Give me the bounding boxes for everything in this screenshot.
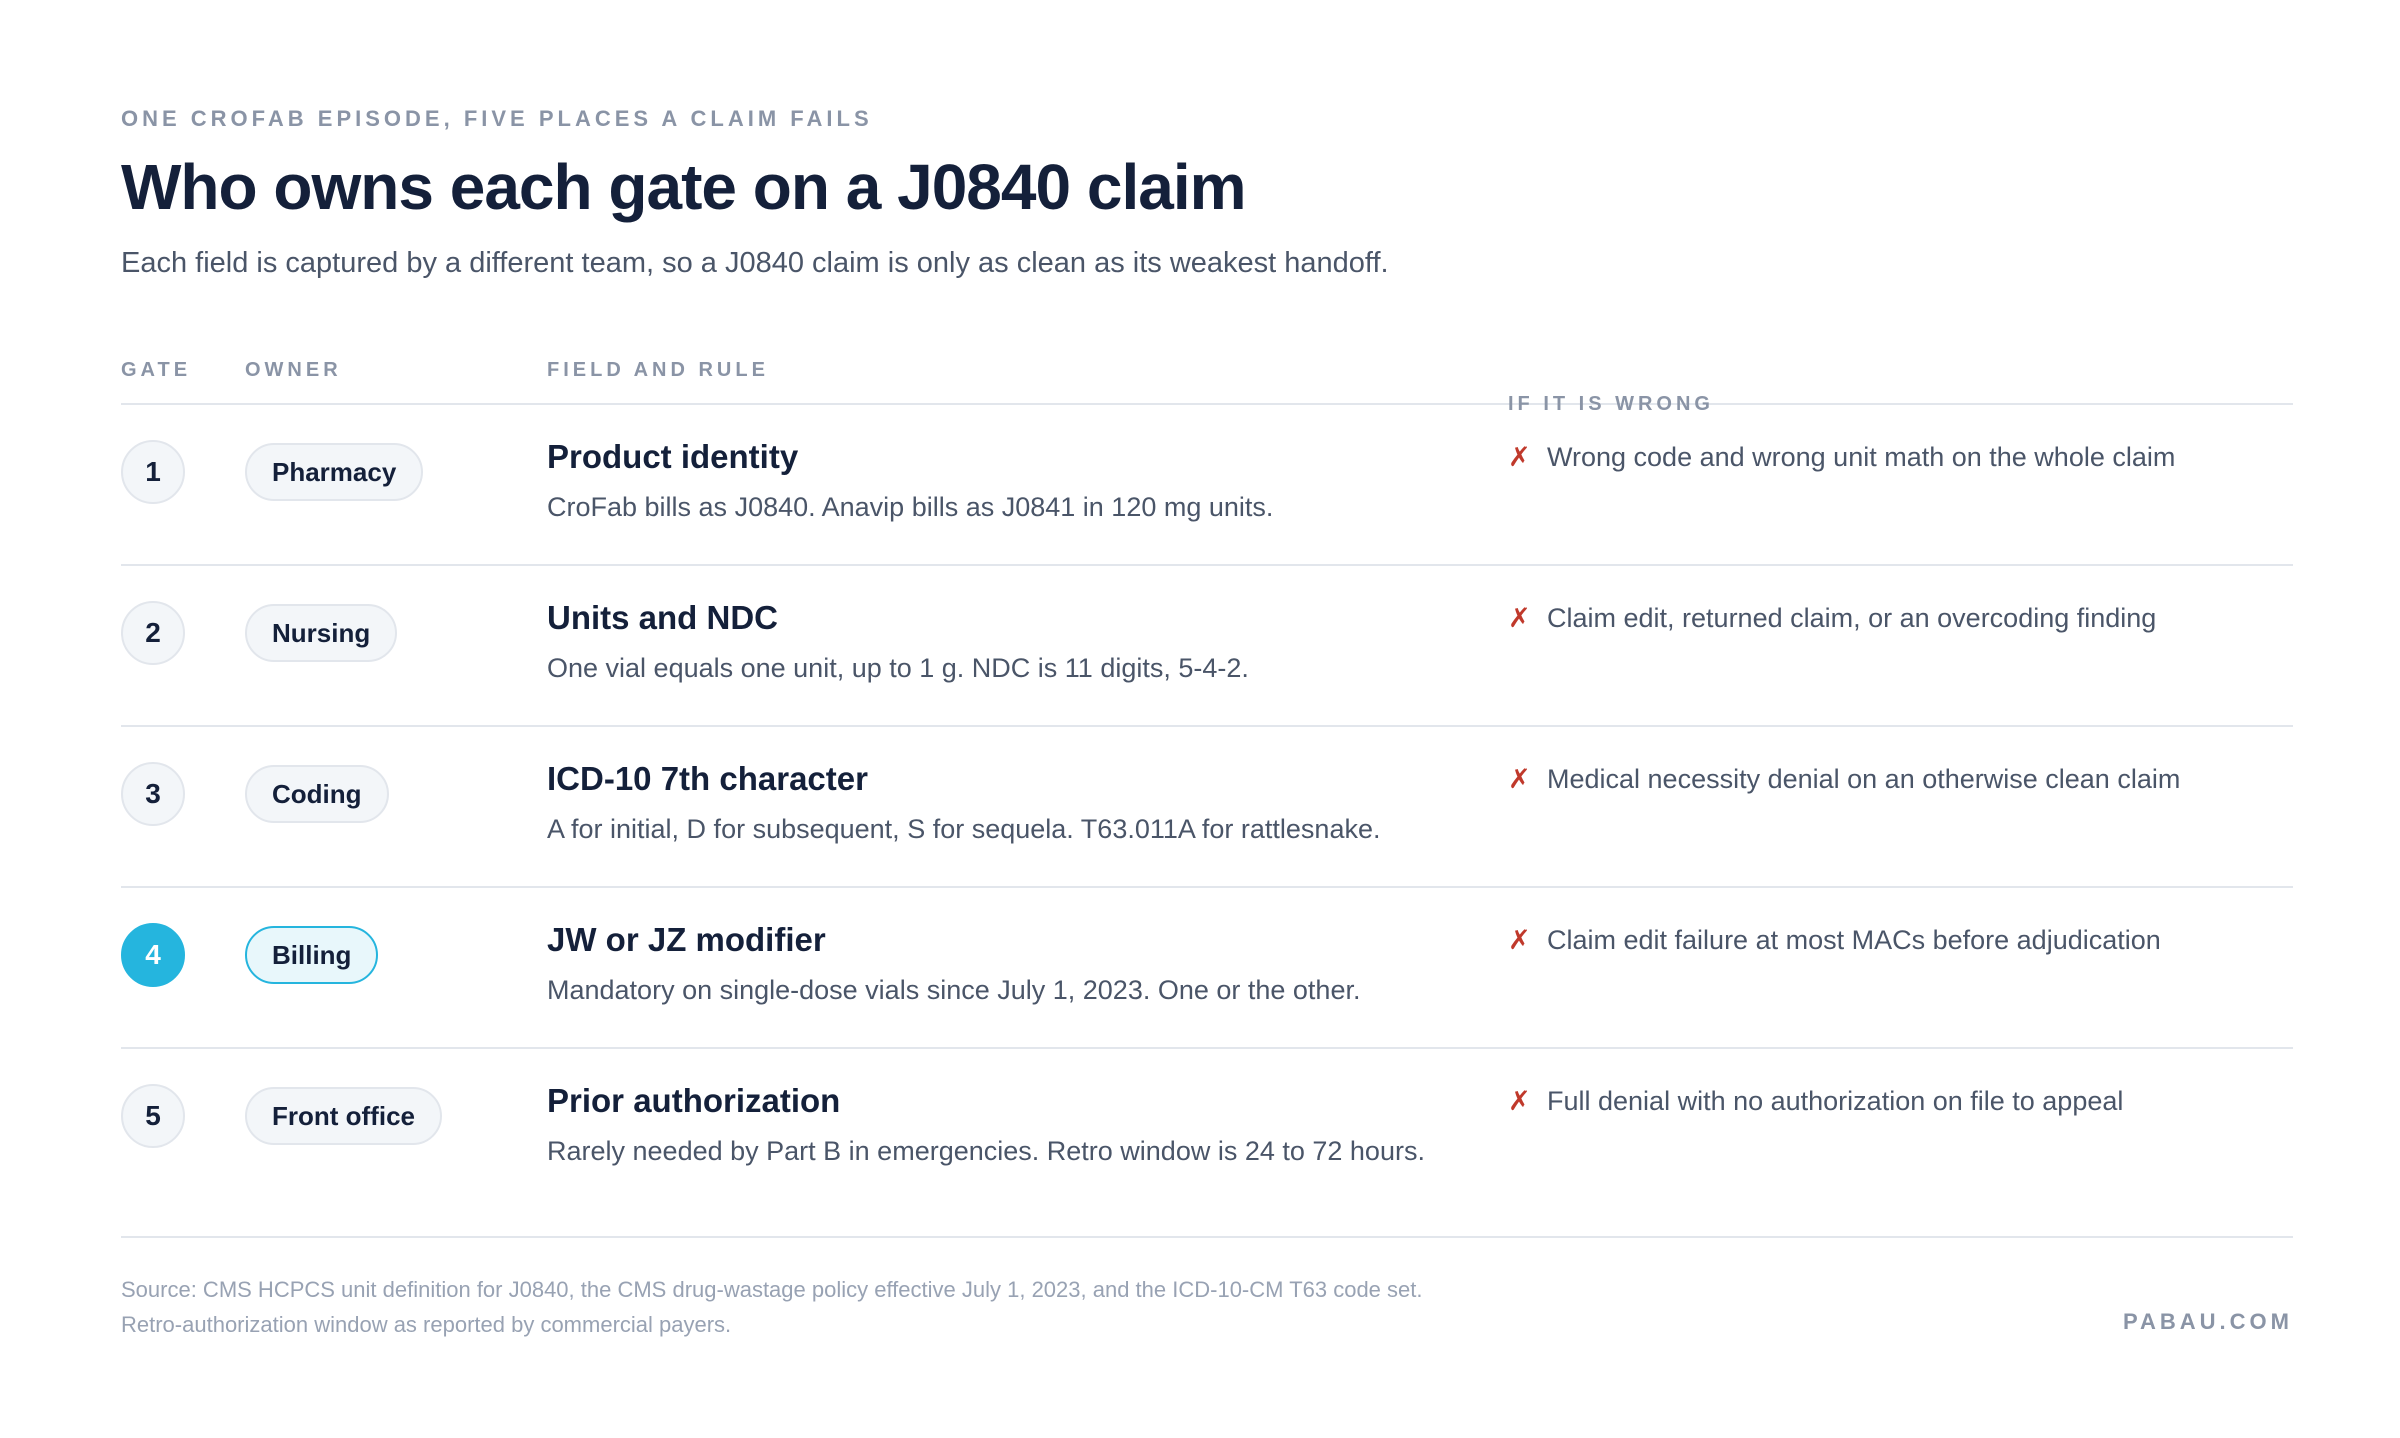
field-rule: A for initial, D for subsequent, S for s… (547, 814, 1381, 844)
table-row-highlighted: 4 Billing JW or JZ modifier Mandatory on… (121, 888, 2293, 1049)
owner-badge: Coding (245, 765, 389, 823)
column-header-owner: OWNER (245, 359, 342, 381)
cross-mark-icon: ✗ (1508, 1086, 1531, 1116)
column-header-field: FIELD AND RULE (547, 359, 769, 381)
failure-consequence: ✗ Claim edit failure at most MACs before… (1508, 925, 2161, 956)
column-header-gate: GATE (121, 359, 192, 381)
field-title: Product identity (547, 438, 799, 475)
table-row: 3 Coding ICD-10 7th character A for init… (121, 727, 2293, 888)
table-row: 2 Nursing Units and NDC One vial equals … (121, 566, 2293, 727)
field-title: Units and NDC (547, 599, 778, 636)
gates-table: GATE OWNER FIELD AND RULE IF IT IS WRONG… (121, 356, 2293, 1210)
page-title: Who owns each gate on a J0840 claim (121, 151, 1246, 223)
failure-text: Medical necessity denial on an otherwise… (1547, 764, 2181, 794)
owner-badge: Front office (245, 1087, 442, 1145)
field-rule: Mandatory on single-dose vials since Jul… (547, 975, 1361, 1005)
cross-mark-icon: ✗ (1508, 603, 1531, 633)
gate-number: 5 (121, 1084, 185, 1148)
gate-number: 4 (121, 923, 185, 987)
table-row: 5 Front office Prior authorization Rarel… (121, 1049, 2293, 1210)
field-title: Prior authorization (547, 1082, 841, 1119)
gate-number: 1 (121, 440, 185, 504)
column-header-if-wrong: IF IT IS WRONG (1508, 393, 1714, 415)
field-rule: One vial equals one unit, up to 1 g. NDC… (547, 653, 1249, 683)
page-subtitle: Each field is captured by a different te… (121, 247, 1389, 279)
owner-badge: Pharmacy (245, 443, 424, 501)
cross-mark-icon: ✗ (1508, 764, 1531, 794)
field-title: JW or JZ modifier (547, 921, 826, 958)
failure-text: Claim edit, returned claim, or an overco… (1547, 603, 2157, 633)
table-row: 1 Pharmacy Product identity CroFab bills… (121, 405, 2293, 566)
source-note: Source: CMS HCPCS unit definition for J0… (121, 1272, 1423, 1342)
brand-label: PABAU.COM (2122, 1309, 2293, 1334)
failure-text: Full denial with no authorization on fil… (1547, 1086, 2124, 1116)
owner-badge: Billing (245, 926, 379, 984)
field-rule: Rarely needed by Part B in emergencies. … (547, 1136, 1425, 1166)
field-rule: CroFab bills as J0840. Anavip bills as J… (547, 492, 1274, 522)
cross-mark-icon: ✗ (1508, 925, 1531, 955)
owner-badge: Nursing (245, 604, 398, 662)
failure-consequence: ✗ Wrong code and wrong unit math on the … (1508, 442, 2175, 473)
failure-text: Wrong code and wrong unit math on the wh… (1547, 442, 2176, 472)
cross-mark-icon: ✗ (1508, 442, 1531, 472)
gate-number: 3 (121, 762, 185, 826)
failure-consequence: ✗ Claim edit, returned claim, or an over… (1508, 603, 2156, 634)
failure-consequence: ✗ Medical necessity denial on an otherwi… (1508, 764, 2180, 795)
failure-text: Claim edit failure at most MACs before a… (1547, 925, 2161, 955)
footer-divider (121, 1236, 2293, 1238)
source-line: Source: CMS HCPCS unit definition for J0… (121, 1277, 1423, 1302)
eyebrow: ONE CROFAB EPISODE, FIVE PLACES A CLAIM … (121, 106, 873, 131)
source-line: Retro-authorization window as reported b… (121, 1312, 732, 1337)
failure-consequence: ✗ Full denial with no authorization on f… (1508, 1086, 2123, 1117)
gate-number: 2 (121, 601, 185, 665)
field-title: ICD-10 7th character (547, 760, 868, 797)
table-header: GATE OWNER FIELD AND RULE IF IT IS WRONG (121, 356, 2293, 415)
